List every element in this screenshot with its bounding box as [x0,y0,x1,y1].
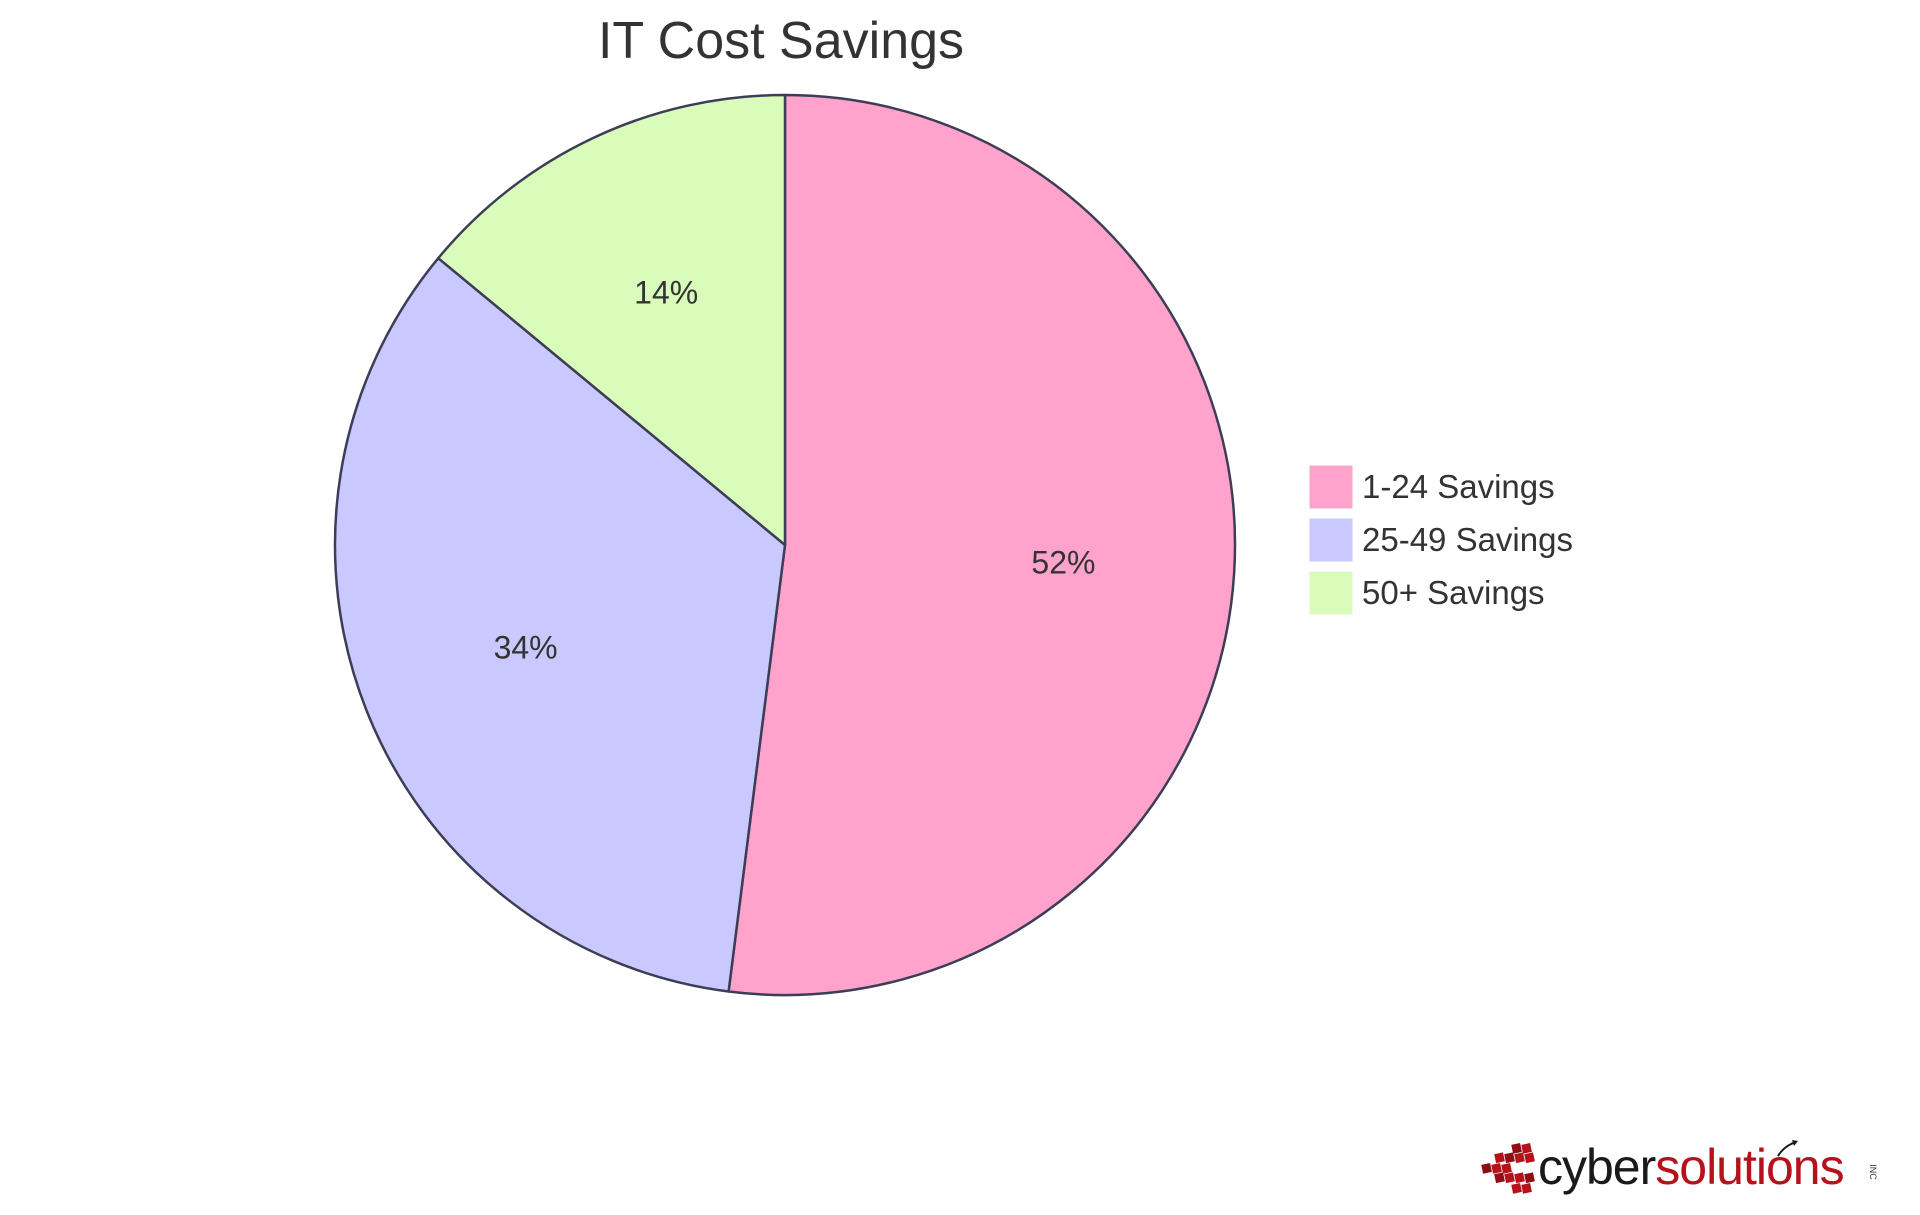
pie-slice-3 [437,93,787,547]
legend-label-3: 50+ Savings [1362,574,1545,611]
legend: 1-24 Savings 25-49 Savings 50+ Savings [1308,464,1573,616]
legend-swatch-2 [1308,517,1354,563]
legend-swatch-1 [1308,464,1354,510]
company-logo: cybersolutions INC [1481,1139,1878,1195]
pie-slice-1 [727,93,1237,997]
slice-label-2: 34% [494,630,558,666]
logo-wordmark: cybersolutions [1538,1139,1844,1195]
slice-label-1: 52% [1031,545,1095,581]
logo-word-second: solutions [1655,1139,1843,1195]
slice-label-3: 14% [634,275,698,311]
logo-inc-suffix: INC [1868,1164,1878,1180]
pie-slices [333,93,1237,997]
pie-slice-labels: 52% 34% 14% [494,275,1096,666]
legend-label-2: 25-49 Savings [1362,521,1573,558]
logo-swoosh-icon [1777,1140,1798,1157]
legend-label-1: 1-24 Savings [1362,468,1555,505]
logo-word-first: cyber [1538,1139,1656,1195]
pie-slice-2 [333,256,787,993]
legend-swatch-3 [1308,570,1354,616]
logo-pixel-mark-icon [1481,1143,1535,1194]
chart-title: IT Cost Savings [598,12,964,70]
